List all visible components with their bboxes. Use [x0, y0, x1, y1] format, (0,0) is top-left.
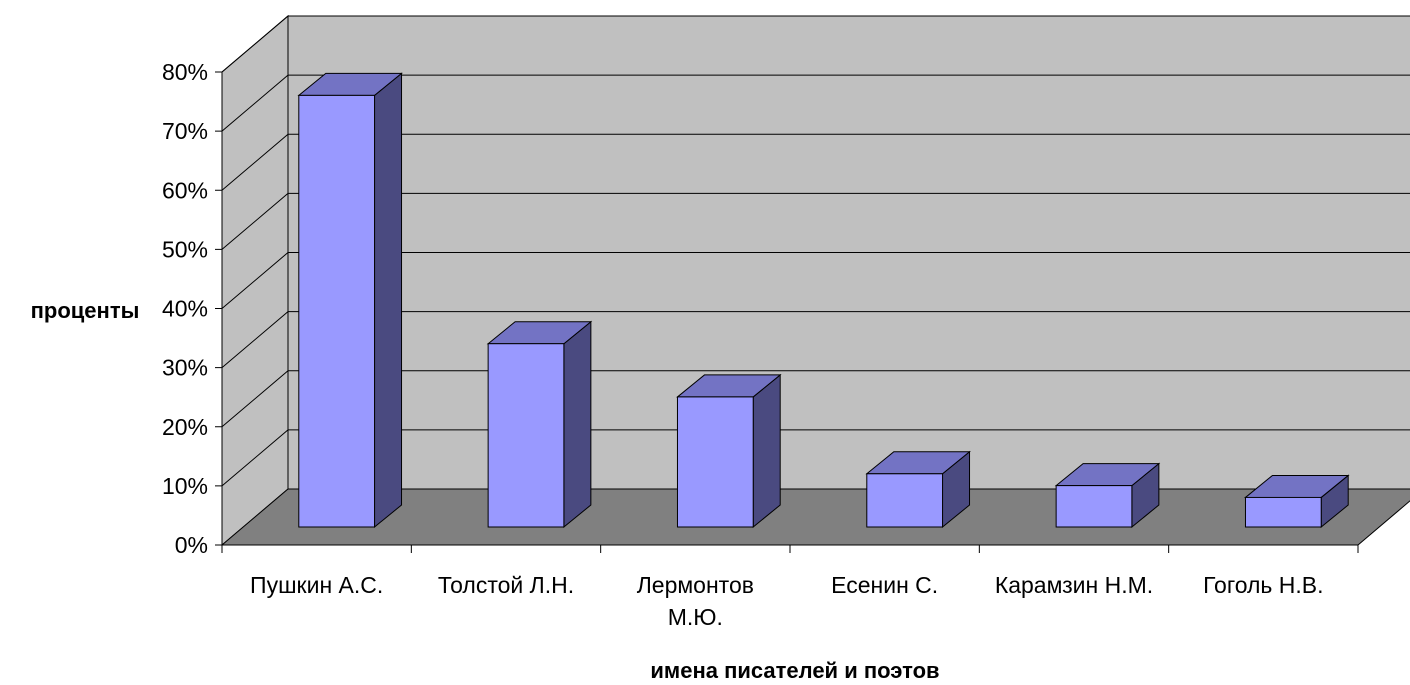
- bar-0: [297, 72, 403, 529]
- bar-front-2: [676, 396, 754, 528]
- bar-1: [486, 320, 593, 529]
- y-tick-label-6: 60%: [162, 177, 208, 203]
- gridlines: [221, 15, 1410, 487]
- x-tick-label-1: Толстой Л.Н.: [438, 572, 574, 598]
- x-tick-label-3: Есенин С.: [831, 572, 938, 598]
- y-tick-label-0: 0%: [175, 532, 208, 558]
- x-tick-label-line: Пушкин А.С.: [250, 572, 383, 598]
- bar-3: [865, 450, 971, 529]
- gridline-7: [221, 74, 1410, 132]
- x-tick-label-4: Карамзин Н.М.: [995, 572, 1153, 598]
- bar-5: [1244, 474, 1350, 529]
- gridline-4: [221, 252, 1410, 309]
- bar-4: [1054, 462, 1161, 529]
- gridline-2: [221, 370, 1410, 428]
- bar-side-2: [752, 373, 781, 529]
- y-tick-labels: 0% 10% 20% 30% 40% 50% 60% 70% 80%: [162, 59, 208, 558]
- y-tick-label-1: 10%: [162, 473, 208, 499]
- x-tick-label-2: Лермонтов М.Ю.: [637, 572, 754, 630]
- x-tick-labels: Пушкин А.С. Толстой Л.Н. Лермонтов М.Ю. Есен…: [250, 572, 1323, 630]
- bar-side-0: [374, 72, 403, 529]
- bar-front-4: [1055, 485, 1133, 528]
- bar-front-5: [1244, 496, 1322, 528]
- gridline-1: [221, 429, 1410, 487]
- bar-front-0: [298, 94, 376, 528]
- x-tick-label-0: Пушкин А.С.: [250, 572, 383, 598]
- y-tick-label-3: 30%: [162, 355, 208, 381]
- y-tick-label-2: 20%: [162, 414, 208, 440]
- gridline-3: [221, 311, 1410, 369]
- x-tick-label-line: Карамзин Н.М.: [995, 572, 1153, 598]
- gridline-5: [221, 192, 1410, 250]
- x-axis-title: имена писателей и поэтов: [650, 658, 939, 683]
- x-tick-label-line: Гоголь Н.В.: [1203, 572, 1323, 598]
- x-tick-label-line: Есенин С.: [831, 572, 938, 598]
- y-tick-label-8: 80%: [162, 59, 208, 85]
- x-tick-label-line: Толстой Л.Н.: [438, 572, 574, 598]
- axes: [215, 71, 1359, 553]
- gridline-8: [221, 15, 1410, 73]
- bars: [297, 72, 1350, 529]
- bar-front-3: [866, 473, 944, 528]
- gridline-6: [221, 133, 1410, 191]
- x-tick-label-line: Лермонтов: [637, 572, 754, 598]
- y-tick-label-7: 70%: [162, 118, 208, 144]
- y-axis-title: проценты: [31, 298, 140, 323]
- y-tick-label-5: 50%: [162, 236, 208, 262]
- bar-front-1: [487, 343, 565, 528]
- bar-2: [676, 373, 782, 529]
- y-tick-label-4: 40%: [162, 296, 208, 322]
- x-tick-label-5: Гоголь Н.В.: [1203, 572, 1323, 598]
- x-tick-label-line: М.Ю.: [668, 604, 723, 630]
- bar-side-1: [563, 320, 592, 529]
